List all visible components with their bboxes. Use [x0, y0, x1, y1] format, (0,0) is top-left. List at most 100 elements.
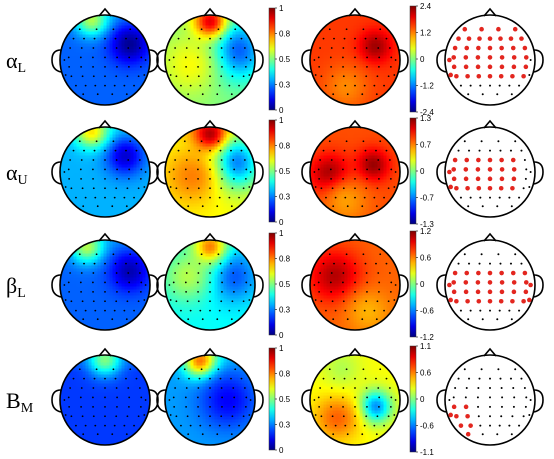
electrode-dot	[390, 396, 393, 399]
left-ear	[51, 49, 62, 73]
right-ear	[533, 161, 544, 185]
row-label-sub: L	[18, 61, 27, 76]
electrode-dot	[329, 396, 332, 399]
colorbar-tick-label: 0.8	[279, 370, 291, 379]
significant-electrode	[487, 289, 493, 295]
significant-electrode	[463, 55, 469, 60]
topomap-field	[165, 127, 255, 217]
electrode-dot	[140, 56, 143, 59]
electrode-dot	[328, 140, 331, 143]
electrode-dot	[197, 272, 200, 274]
electrode-dot	[93, 149, 96, 152]
electrode-dot	[123, 196, 126, 199]
colorbar-tick-label: -0.6	[420, 307, 434, 316]
topomap-field	[165, 15, 255, 105]
electrode-dot	[139, 290, 142, 293]
significant-electrode	[498, 73, 504, 79]
electrode-dot	[243, 272, 246, 274]
electrode-dot	[375, 93, 378, 96]
significant-electrode	[463, 167, 469, 172]
electrode-dot	[233, 168, 236, 171]
electrode-dot	[216, 318, 219, 321]
electrode-dot	[479, 309, 482, 312]
colorbar-tick-label: 1.3	[420, 114, 432, 123]
electrode-dot	[245, 396, 248, 399]
right-ear	[253, 161, 264, 185]
electrode-dot	[375, 377, 377, 380]
electrode-dot	[342, 65, 344, 68]
electrode-dot	[489, 415, 491, 418]
electrode-dot	[104, 300, 106, 303]
electrode-dot	[248, 299, 251, 301]
colorbar-tick-label: 0	[420, 55, 425, 64]
electrode-dot	[342, 47, 345, 49]
electrode-dot	[83, 37, 85, 40]
electrode-dot	[373, 309, 376, 312]
electrode-dot	[184, 56, 187, 59]
electrode-dot	[228, 84, 231, 87]
electrode-dot	[509, 149, 512, 152]
electrode-dot	[489, 377, 491, 380]
electrode-dot	[180, 309, 182, 312]
electrode-dot	[243, 387, 246, 389]
electrode-dot	[209, 37, 211, 40]
colorbar-tick-label: -1.1	[420, 448, 434, 457]
significant-electrode	[452, 157, 458, 163]
significant-electrode	[462, 26, 468, 32]
significant-electrode	[454, 413, 459, 419]
electrode-dot	[332, 205, 335, 208]
electrode-dot	[233, 405, 235, 408]
left-ear	[156, 49, 167, 73]
electrode-dot	[333, 262, 335, 265]
electrode-dot	[344, 309, 347, 312]
electrode-dot	[220, 75, 223, 78]
electrode-dot	[489, 309, 491, 312]
electrode-dot	[457, 262, 460, 265]
electrode-dot	[138, 159, 141, 161]
electrode-dot	[128, 177, 130, 180]
significant-electrode	[451, 280, 457, 285]
row-label: βL	[6, 273, 26, 301]
electrode-dot	[366, 168, 368, 171]
electrode-dot	[209, 168, 211, 171]
significant-electrode	[463, 280, 469, 285]
electrode-dot	[201, 205, 204, 208]
electrode-dot	[238, 424, 240, 427]
electrode-dot	[377, 47, 380, 49]
electrode-dot	[128, 396, 131, 399]
significant-electrode	[487, 298, 493, 304]
electrode-dot	[365, 272, 368, 274]
electrode-dot	[92, 415, 95, 418]
electrode-dot	[104, 290, 106, 293]
electrode-dot	[113, 309, 116, 312]
topomap-field	[310, 127, 400, 217]
electrode-dot	[200, 140, 203, 143]
significant-electrode	[499, 270, 504, 276]
electrode-dot	[216, 205, 219, 208]
electrode-dot	[104, 84, 106, 87]
electrode-dot	[452, 396, 455, 399]
electrode-dot	[81, 300, 84, 303]
colorbar-difference: 1.2 0.6 0 -0.6 -1.2	[409, 227, 434, 342]
right-ear	[148, 161, 159, 185]
colorbar-gradient	[268, 7, 276, 111]
head-outline	[164, 239, 256, 331]
electrode-dot	[104, 187, 106, 190]
electrode-dot	[342, 300, 345, 303]
electrode-dot	[328, 253, 331, 256]
electrode-dot	[522, 187, 525, 190]
electrode-dot	[343, 262, 346, 265]
electrode-dot	[499, 149, 502, 152]
electrode-dot	[133, 84, 135, 87]
electrode-dot	[520, 262, 523, 265]
electrode-dot	[185, 65, 187, 68]
electrode-dot	[189, 309, 192, 312]
left-ear	[436, 274, 447, 298]
electrode-dot	[209, 56, 211, 59]
electrode-dot	[116, 168, 118, 171]
electrode-dot	[78, 28, 81, 31]
electrode-dot	[197, 300, 200, 303]
electrode-dot	[197, 290, 199, 293]
electrode-dot	[342, 290, 344, 293]
electrode-dot	[175, 75, 178, 78]
